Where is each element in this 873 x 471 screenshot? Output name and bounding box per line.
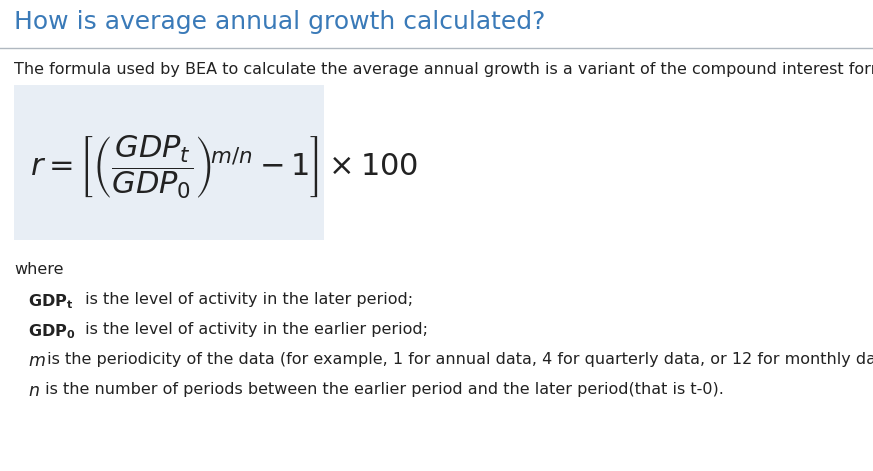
- Text: is the number of periods between the earlier period and the later period(that is: is the number of periods between the ear…: [40, 382, 724, 397]
- Text: $\mathbf{\mathit{n}}$: $\mathbf{\mathit{n}}$: [28, 382, 40, 400]
- Text: $\mathbf{\mathit{m}}$: $\mathbf{\mathit{m}}$: [28, 352, 45, 370]
- Text: is the level of activity in the later period;: is the level of activity in the later pe…: [80, 292, 413, 307]
- Text: where: where: [14, 262, 64, 277]
- Text: $\mathbf{GDP}_{\mathbf{t}}$: $\mathbf{GDP}_{\mathbf{t}}$: [28, 292, 73, 311]
- Text: $\mathit{r} = \left[\left(\dfrac{\mathit{GDP}_t}{\mathit{GDP}_0}\right)^{\!\math: $\mathit{r} = \left[\left(\dfrac{\mathit…: [30, 134, 418, 202]
- Text: The formula used by BEA to calculate the average annual growth is a variant of t: The formula used by BEA to calculate the…: [14, 62, 873, 77]
- FancyBboxPatch shape: [14, 85, 324, 240]
- Text: $\mathbf{GDP}_{\mathbf{0}}$: $\mathbf{GDP}_{\mathbf{0}}$: [28, 322, 75, 341]
- Text: is the level of activity in the earlier period;: is the level of activity in the earlier …: [80, 322, 428, 337]
- Text: How is average annual growth calculated?: How is average annual growth calculated?: [14, 10, 546, 34]
- Text: is the periodicity of the data (for example, 1 for annual data, 4 for quarterly : is the periodicity of the data (for exam…: [42, 352, 873, 367]
